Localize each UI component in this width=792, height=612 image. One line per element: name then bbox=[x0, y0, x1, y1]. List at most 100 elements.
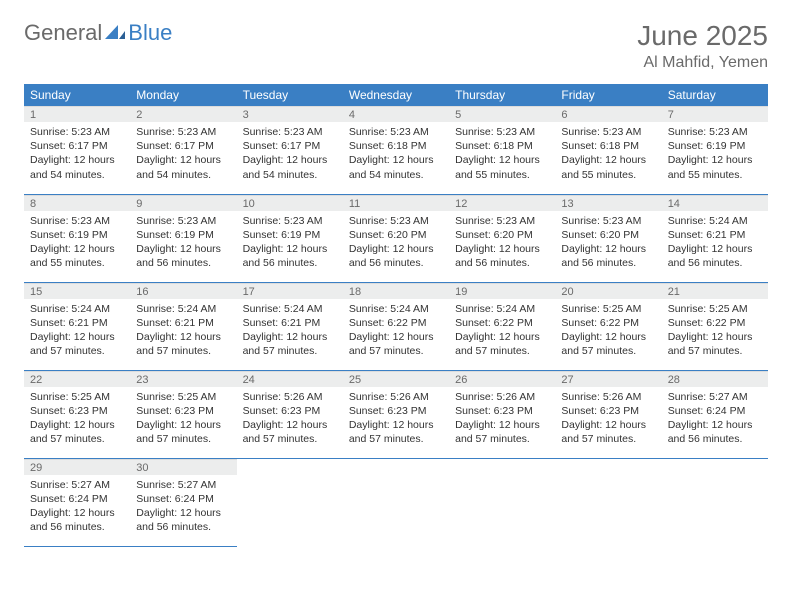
day-number: 9 bbox=[130, 195, 236, 211]
day-details: Sunrise: 5:27 AMSunset: 6:24 PMDaylight:… bbox=[130, 475, 236, 539]
calendar-cell bbox=[343, 458, 449, 546]
calendar-cell: 23Sunrise: 5:25 AMSunset: 6:23 PMDayligh… bbox=[130, 370, 236, 458]
day-details: Sunrise: 5:26 AMSunset: 6:23 PMDaylight:… bbox=[343, 387, 449, 451]
day-number: 13 bbox=[555, 195, 661, 211]
header: General Blue June 2025 Al Mahfid, Yemen bbox=[24, 20, 768, 72]
calendar-cell: 27Sunrise: 5:26 AMSunset: 6:23 PMDayligh… bbox=[555, 370, 661, 458]
day-number: 16 bbox=[130, 283, 236, 299]
day-number: 8 bbox=[24, 195, 130, 211]
weekday-header: Thursday bbox=[449, 84, 555, 106]
brand-logo: General Blue bbox=[24, 20, 172, 46]
calendar-cell: 22Sunrise: 5:25 AMSunset: 6:23 PMDayligh… bbox=[24, 370, 130, 458]
calendar-cell: 8Sunrise: 5:23 AMSunset: 6:19 PMDaylight… bbox=[24, 194, 130, 282]
calendar-cell: 24Sunrise: 5:26 AMSunset: 6:23 PMDayligh… bbox=[237, 370, 343, 458]
day-number: 1 bbox=[24, 106, 130, 122]
weekday-header: Wednesday bbox=[343, 84, 449, 106]
calendar-cell: 7Sunrise: 5:23 AMSunset: 6:19 PMDaylight… bbox=[662, 106, 768, 194]
day-details: Sunrise: 5:23 AMSunset: 6:18 PMDaylight:… bbox=[555, 122, 661, 186]
day-number: 22 bbox=[24, 371, 130, 387]
day-details: Sunrise: 5:26 AMSunset: 6:23 PMDaylight:… bbox=[449, 387, 555, 451]
day-number: 12 bbox=[449, 195, 555, 211]
calendar-cell: 13Sunrise: 5:23 AMSunset: 6:20 PMDayligh… bbox=[555, 194, 661, 282]
day-number: 25 bbox=[343, 371, 449, 387]
calendar-cell: 30Sunrise: 5:27 AMSunset: 6:24 PMDayligh… bbox=[130, 458, 236, 546]
calendar-cell: 26Sunrise: 5:26 AMSunset: 6:23 PMDayligh… bbox=[449, 370, 555, 458]
calendar-cell: 9Sunrise: 5:23 AMSunset: 6:19 PMDaylight… bbox=[130, 194, 236, 282]
day-details: Sunrise: 5:23 AMSunset: 6:19 PMDaylight:… bbox=[237, 211, 343, 275]
day-details: Sunrise: 5:23 AMSunset: 6:20 PMDaylight:… bbox=[449, 211, 555, 275]
calendar-cell: 5Sunrise: 5:23 AMSunset: 6:18 PMDaylight… bbox=[449, 106, 555, 194]
calendar-cell bbox=[449, 458, 555, 546]
day-details: Sunrise: 5:24 AMSunset: 6:22 PMDaylight:… bbox=[449, 299, 555, 363]
day-number: 5 bbox=[449, 106, 555, 122]
weekday-header: Sunday bbox=[24, 84, 130, 106]
calendar-table: SundayMondayTuesdayWednesdayThursdayFrid… bbox=[24, 84, 768, 547]
calendar-cell: 10Sunrise: 5:23 AMSunset: 6:19 PMDayligh… bbox=[237, 194, 343, 282]
day-number: 26 bbox=[449, 371, 555, 387]
brand-part1: General bbox=[24, 20, 102, 46]
day-details: Sunrise: 5:24 AMSunset: 6:21 PMDaylight:… bbox=[130, 299, 236, 363]
calendar-cell: 15Sunrise: 5:24 AMSunset: 6:21 PMDayligh… bbox=[24, 282, 130, 370]
day-number: 3 bbox=[237, 106, 343, 122]
calendar-cell: 1Sunrise: 5:23 AMSunset: 6:17 PMDaylight… bbox=[24, 106, 130, 194]
day-details: Sunrise: 5:23 AMSunset: 6:20 PMDaylight:… bbox=[343, 211, 449, 275]
day-number: 23 bbox=[130, 371, 236, 387]
day-details: Sunrise: 5:25 AMSunset: 6:22 PMDaylight:… bbox=[555, 299, 661, 363]
calendar-cell: 12Sunrise: 5:23 AMSunset: 6:20 PMDayligh… bbox=[449, 194, 555, 282]
calendar-cell: 21Sunrise: 5:25 AMSunset: 6:22 PMDayligh… bbox=[662, 282, 768, 370]
weekday-header: Friday bbox=[555, 84, 661, 106]
day-details: Sunrise: 5:23 AMSunset: 6:18 PMDaylight:… bbox=[343, 122, 449, 186]
day-details: Sunrise: 5:23 AMSunset: 6:20 PMDaylight:… bbox=[555, 211, 661, 275]
day-details: Sunrise: 5:24 AMSunset: 6:21 PMDaylight:… bbox=[237, 299, 343, 363]
day-number: 10 bbox=[237, 195, 343, 211]
calendar-cell: 25Sunrise: 5:26 AMSunset: 6:23 PMDayligh… bbox=[343, 370, 449, 458]
day-number: 11 bbox=[343, 195, 449, 211]
day-details: Sunrise: 5:25 AMSunset: 6:23 PMDaylight:… bbox=[24, 387, 130, 451]
calendar-cell: 14Sunrise: 5:24 AMSunset: 6:21 PMDayligh… bbox=[662, 194, 768, 282]
day-details: Sunrise: 5:27 AMSunset: 6:24 PMDaylight:… bbox=[662, 387, 768, 451]
day-details: Sunrise: 5:24 AMSunset: 6:21 PMDaylight:… bbox=[662, 211, 768, 275]
day-details: Sunrise: 5:24 AMSunset: 6:21 PMDaylight:… bbox=[24, 299, 130, 363]
day-number: 4 bbox=[343, 106, 449, 122]
day-details: Sunrise: 5:23 AMSunset: 6:17 PMDaylight:… bbox=[130, 122, 236, 186]
calendar-cell: 3Sunrise: 5:23 AMSunset: 6:17 PMDaylight… bbox=[237, 106, 343, 194]
calendar-cell: 16Sunrise: 5:24 AMSunset: 6:21 PMDayligh… bbox=[130, 282, 236, 370]
calendar-cell: 4Sunrise: 5:23 AMSunset: 6:18 PMDaylight… bbox=[343, 106, 449, 194]
weekday-header: Monday bbox=[130, 84, 236, 106]
calendar-cell: 11Sunrise: 5:23 AMSunset: 6:20 PMDayligh… bbox=[343, 194, 449, 282]
calendar-cell: 2Sunrise: 5:23 AMSunset: 6:17 PMDaylight… bbox=[130, 106, 236, 194]
calendar-cell bbox=[237, 458, 343, 546]
day-details: Sunrise: 5:23 AMSunset: 6:17 PMDaylight:… bbox=[24, 122, 130, 186]
day-number: 21 bbox=[662, 283, 768, 299]
calendar-cell: 20Sunrise: 5:25 AMSunset: 6:22 PMDayligh… bbox=[555, 282, 661, 370]
day-details: Sunrise: 5:26 AMSunset: 6:23 PMDaylight:… bbox=[555, 387, 661, 451]
location-subtitle: Al Mahfid, Yemen bbox=[637, 54, 768, 72]
day-number: 17 bbox=[237, 283, 343, 299]
calendar-cell: 17Sunrise: 5:24 AMSunset: 6:21 PMDayligh… bbox=[237, 282, 343, 370]
brand-sail-icon bbox=[104, 24, 126, 42]
day-number: 30 bbox=[130, 459, 236, 475]
calendar-cell: 19Sunrise: 5:24 AMSunset: 6:22 PMDayligh… bbox=[449, 282, 555, 370]
day-number: 2 bbox=[130, 106, 236, 122]
weekday-header: Saturday bbox=[662, 84, 768, 106]
day-number: 27 bbox=[555, 371, 661, 387]
day-details: Sunrise: 5:23 AMSunset: 6:19 PMDaylight:… bbox=[24, 211, 130, 275]
calendar-cell: 18Sunrise: 5:24 AMSunset: 6:22 PMDayligh… bbox=[343, 282, 449, 370]
day-details: Sunrise: 5:24 AMSunset: 6:22 PMDaylight:… bbox=[343, 299, 449, 363]
day-number: 7 bbox=[662, 106, 768, 122]
day-number: 24 bbox=[237, 371, 343, 387]
day-number: 20 bbox=[555, 283, 661, 299]
day-number: 28 bbox=[662, 371, 768, 387]
calendar-body: 1Sunrise: 5:23 AMSunset: 6:17 PMDaylight… bbox=[24, 106, 768, 546]
calendar-header-row: SundayMondayTuesdayWednesdayThursdayFrid… bbox=[24, 84, 768, 106]
calendar-cell bbox=[555, 458, 661, 546]
day-number: 18 bbox=[343, 283, 449, 299]
brand-part2: Blue bbox=[128, 20, 172, 46]
calendar-cell: 29Sunrise: 5:27 AMSunset: 6:24 PMDayligh… bbox=[24, 458, 130, 546]
day-number: 6 bbox=[555, 106, 661, 122]
day-details: Sunrise: 5:25 AMSunset: 6:23 PMDaylight:… bbox=[130, 387, 236, 451]
day-number: 29 bbox=[24, 459, 130, 475]
day-details: Sunrise: 5:23 AMSunset: 6:19 PMDaylight:… bbox=[130, 211, 236, 275]
title-block: June 2025 Al Mahfid, Yemen bbox=[637, 20, 768, 72]
calendar-cell: 28Sunrise: 5:27 AMSunset: 6:24 PMDayligh… bbox=[662, 370, 768, 458]
